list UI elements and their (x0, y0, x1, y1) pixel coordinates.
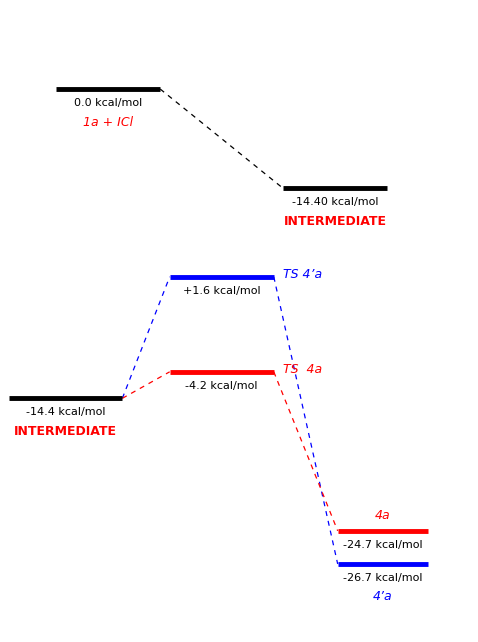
Text: +1.6 kcal/mol: +1.6 kcal/mol (183, 286, 261, 296)
Text: TS  4a: TS 4a (283, 363, 322, 376)
Text: -24.7 kcal/mol: -24.7 kcal/mol (343, 540, 423, 550)
Text: 4a: 4a (375, 509, 391, 522)
Text: 4’a: 4’a (373, 591, 392, 603)
Text: INTERMEDIATE: INTERMEDIATE (284, 215, 387, 228)
Text: -14.4 kcal/mol: -14.4 kcal/mol (26, 407, 105, 417)
Text: 1a + ICl: 1a + ICl (83, 116, 133, 128)
Text: 0.0 kcal/mol: 0.0 kcal/mol (74, 98, 142, 108)
Text: -14.40 kcal/mol: -14.40 kcal/mol (292, 197, 379, 207)
Text: INTERMEDIATE: INTERMEDIATE (14, 425, 117, 438)
Text: TS 4’a: TS 4’a (283, 268, 322, 281)
Text: -4.2 kcal/mol: -4.2 kcal/mol (185, 381, 258, 390)
Text: -26.7 kcal/mol: -26.7 kcal/mol (343, 573, 423, 583)
